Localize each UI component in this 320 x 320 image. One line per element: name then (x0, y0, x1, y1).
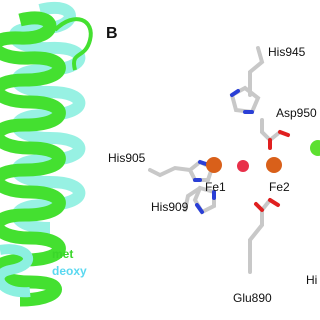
stick-models (148, 46, 290, 274)
legend-deoxy: deoxy (52, 264, 87, 278)
legend-met: met (52, 247, 73, 261)
metal-label: Fe2 (269, 180, 290, 194)
protein-ribbon (0, 2, 93, 307)
residue-label: His905 (108, 151, 146, 165)
residue-label: His945 (268, 45, 306, 59)
panel-label: B (106, 25, 118, 42)
metal-centers (206, 140, 320, 173)
residue-label: Glu890 (233, 291, 272, 305)
metal-label: Fe1 (205, 180, 226, 194)
residue-label: His909 (151, 200, 189, 214)
residue-label: Hi (306, 273, 317, 287)
residue-label: Asp950 (276, 106, 317, 120)
